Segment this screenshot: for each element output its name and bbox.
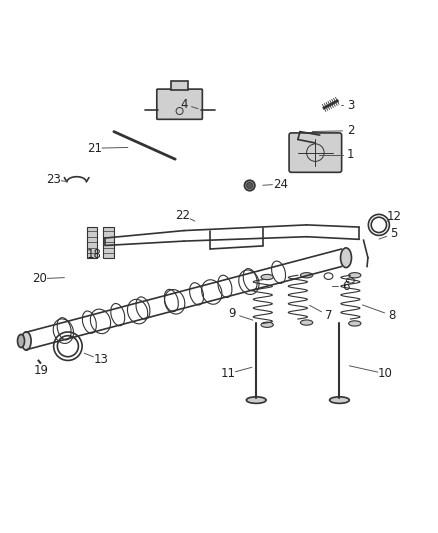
Text: 7: 7 <box>325 309 332 322</box>
Text: 13: 13 <box>93 353 108 366</box>
Ellipse shape <box>329 397 350 403</box>
Bar <box>171 81 188 90</box>
Ellipse shape <box>300 273 313 278</box>
Text: 5: 5 <box>391 227 398 240</box>
Circle shape <box>247 182 253 189</box>
Text: 3: 3 <box>347 99 354 112</box>
Text: 23: 23 <box>46 173 61 186</box>
Ellipse shape <box>18 334 25 348</box>
Ellipse shape <box>349 321 361 326</box>
Bar <box>103 227 114 258</box>
FancyBboxPatch shape <box>157 89 202 119</box>
Text: 21: 21 <box>87 142 102 155</box>
Ellipse shape <box>300 320 313 325</box>
Ellipse shape <box>349 273 361 278</box>
FancyBboxPatch shape <box>289 133 342 172</box>
Text: 4: 4 <box>180 98 188 111</box>
Text: 10: 10 <box>378 367 393 381</box>
Ellipse shape <box>246 397 266 403</box>
Text: 9: 9 <box>228 307 236 320</box>
Text: 20: 20 <box>32 272 47 285</box>
Text: 11: 11 <box>220 367 235 381</box>
Text: 1: 1 <box>346 148 354 161</box>
Text: 6: 6 <box>342 280 350 293</box>
Text: 18: 18 <box>87 248 102 261</box>
Ellipse shape <box>21 332 31 350</box>
Ellipse shape <box>261 274 273 280</box>
Ellipse shape <box>341 248 352 268</box>
Circle shape <box>244 180 255 191</box>
Text: 12: 12 <box>387 209 402 223</box>
Text: 19: 19 <box>34 364 49 377</box>
Ellipse shape <box>261 322 273 327</box>
Text: 8: 8 <box>389 309 396 322</box>
Text: 2: 2 <box>346 124 354 137</box>
Text: 24: 24 <box>273 177 288 191</box>
Bar <box>87 227 97 258</box>
Text: 22: 22 <box>176 209 191 222</box>
